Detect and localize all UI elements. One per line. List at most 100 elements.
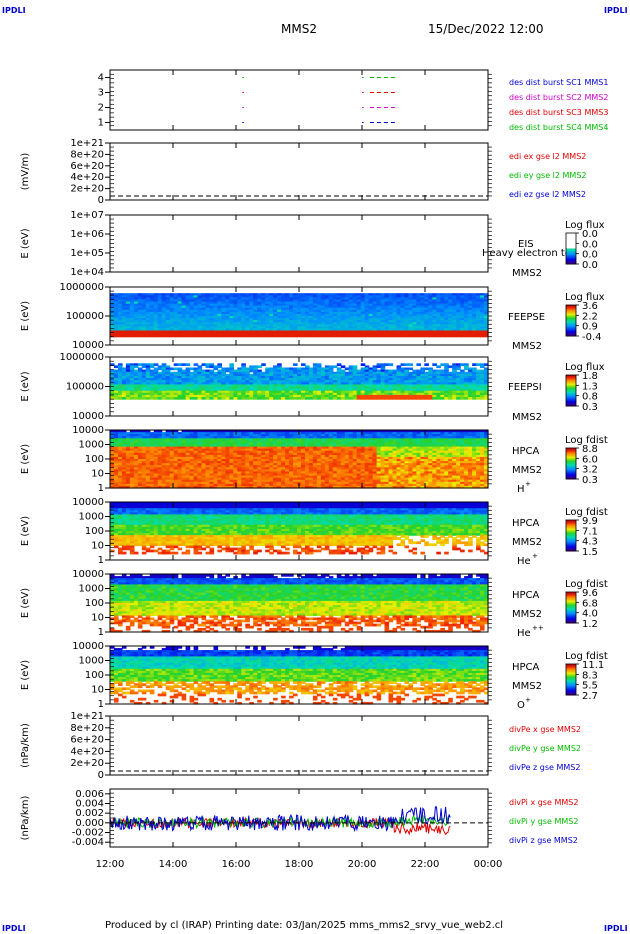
spectrogram-cell: [340, 322, 346, 325]
spectrogram-cell: [316, 293, 322, 296]
spectrogram-cell: [289, 293, 294, 296]
spectrogram-cell: [197, 326, 203, 330]
spectrogram-cell: [340, 301, 346, 305]
spectrogram-cell: [376, 313, 382, 317]
spectrogram-cell: [344, 293, 350, 296]
spectrogram-cell: [110, 303, 115, 307]
spectrogram-cell: [141, 303, 147, 307]
spectrogram-cell: [348, 313, 354, 317]
spectrogram-cell: [241, 311, 246, 315]
spectrogram-cell: [157, 316, 163, 319]
spectrogram-cell: [297, 299, 302, 303]
spectrogram-cell: [245, 316, 250, 319]
spectrogram-cell: [368, 299, 374, 303]
spectrogram-cell: [320, 332, 326, 336]
spectrogram-cell: [312, 326, 318, 330]
spectrogram-cell: [352, 305, 358, 309]
spectrogram-cell: [185, 332, 191, 336]
spectrogram-cell: [301, 309, 306, 313]
spectrogram-cell: [133, 320, 139, 323]
spectrogram-cell: [185, 324, 191, 327]
spectrogram-cell: [165, 311, 171, 315]
spectrogram-cell: [332, 318, 338, 321]
spectrogram-cell: [269, 326, 274, 330]
spectrogram-cell: [257, 318, 262, 321]
spectrogram-cell: [118, 301, 123, 305]
spectrogram-cell: [145, 397, 151, 400]
spectrogram-cell: [293, 307, 298, 311]
spectrogram-cell: [201, 307, 207, 311]
spectrogram-cell: [237, 320, 242, 323]
spectrogram-cell: [289, 318, 294, 321]
spectrogram-cell: [308, 322, 314, 325]
spectrogram-cell: [360, 309, 366, 313]
spectrogram-cell: [205, 330, 211, 334]
spectrogram-cell: [125, 297, 131, 301]
spectrogram-cell: [245, 332, 250, 336]
spectrogram-cell: [145, 313, 151, 317]
spectrogram-cell: [340, 293, 346, 296]
spectrogram-cell: [360, 324, 366, 327]
spectrogram-cell: [308, 313, 314, 317]
spectrogram-cell: [241, 328, 246, 332]
spectrogram-cell: [233, 307, 238, 311]
spectrogram-cell: [364, 309, 370, 313]
spectrogram-cell: [141, 322, 147, 325]
spectrogram-cell: [141, 397, 147, 400]
spectrogram-cell: [289, 297, 294, 301]
spectrogram-cell: [348, 303, 354, 307]
spectrogram-cell: [193, 322, 199, 325]
colorbar-cell: [566, 253, 576, 256]
spectrogram-cell: [316, 309, 322, 313]
spectrogram-cell: [380, 307, 386, 311]
spectrogram-cell: [241, 397, 246, 400]
spectrogram-cell: [141, 309, 147, 313]
spectrogram-cell: [320, 313, 326, 317]
legend-entry: des dist burst SC3 MMS3: [509, 108, 608, 117]
spectrogram-cell: [352, 320, 358, 323]
spectrogram-cell: [225, 328, 230, 332]
spectrogram-cell: [161, 328, 167, 332]
spectrogram-cell: [173, 301, 179, 305]
colorbar-tick-label: -0.4: [582, 332, 602, 343]
spectrogram-cell: [320, 311, 326, 315]
spectrogram-cell: [193, 320, 199, 323]
spectrogram-cell: [201, 293, 207, 296]
spectrogram-cell: [265, 328, 270, 332]
spectrogram-cell: [209, 324, 215, 327]
spectrogram-cell: [376, 307, 382, 311]
spectrogram-cell: [328, 322, 334, 325]
spectrogram-cell: [265, 307, 270, 311]
spectrogram-cell: [372, 326, 378, 330]
spectrogram-cell: [197, 324, 203, 327]
spectrogram-cell: [161, 293, 167, 296]
spectrogram-cell: [233, 320, 238, 323]
spectrogram-cell: [209, 330, 215, 334]
spectrogram-cell: [480, 365, 485, 369]
spectrogram-cell: [261, 297, 266, 301]
spectrogram-cell: [480, 334, 485, 338]
spectrogram-cell: [141, 293, 147, 296]
spectrogram-cell: [273, 332, 278, 336]
spectrogram-cell: [213, 293, 219, 296]
spectrogram-cell: [297, 332, 302, 336]
spectrogram-cell: [472, 397, 477, 400]
spectrogram-cell: [249, 332, 254, 336]
spectrogram-cell: [289, 334, 294, 338]
spectrogram-cell: [118, 311, 123, 315]
spectrogram-cell: [308, 311, 314, 315]
spectrogram-cell: [380, 303, 386, 307]
spectrogram-cell: [332, 307, 338, 311]
spectrogram-cell: [173, 295, 179, 298]
spectrogram-cell: [118, 303, 123, 307]
spectrogram-cell: [301, 363, 306, 366]
spectrogram-cell: [149, 326, 155, 330]
spectrogram-cell: [237, 307, 242, 311]
spectrogram-cell: [229, 328, 234, 332]
spectrogram-cell: [308, 301, 314, 305]
spectrogram-cell: [344, 305, 350, 309]
spectrogram-cell: [348, 397, 354, 400]
spectrogram-cell: [336, 397, 342, 400]
spectrogram-cell: [237, 324, 242, 327]
spectrogram-cell: [129, 330, 135, 334]
